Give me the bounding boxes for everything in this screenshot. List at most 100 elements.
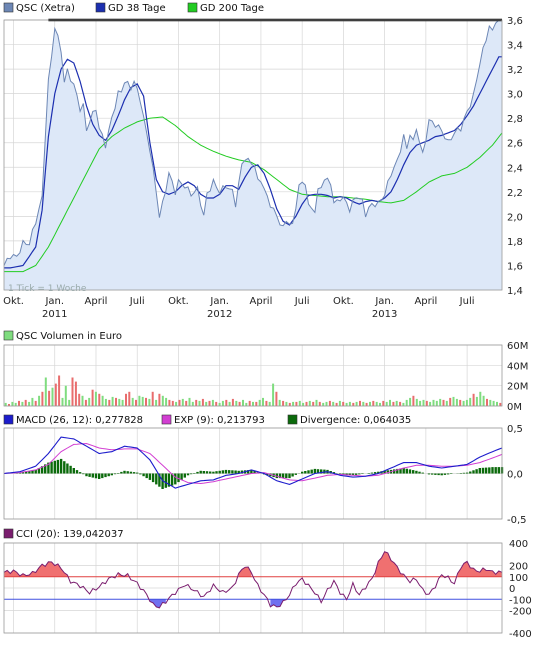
volume-bar — [162, 396, 164, 406]
price-ytick: 1,8 — [507, 237, 523, 248]
macd-ytick: -0,5 — [507, 515, 527, 526]
divergence-bar — [409, 469, 411, 473]
volume-bar — [359, 401, 361, 406]
volume-bar — [242, 400, 244, 406]
volume-bar — [45, 378, 47, 407]
volume-bar — [98, 394, 100, 406]
divergence-bar — [60, 459, 62, 474]
price-ytick: 1,6 — [507, 261, 523, 272]
divergence-bar — [460, 473, 462, 474]
price-ytick: 3,4 — [507, 41, 523, 52]
volume-bar — [232, 399, 234, 406]
divergence-bar — [466, 473, 468, 474]
price-ytick: 2,2 — [507, 188, 523, 199]
volume-bar — [456, 399, 458, 406]
divergence-bar — [111, 474, 113, 476]
price-xtick: Juli — [459, 296, 475, 307]
divergence-bar — [50, 462, 52, 474]
volume-bar — [5, 403, 7, 406]
volume-bar — [172, 401, 174, 406]
divergence-bar — [184, 474, 186, 478]
divergence-bar — [130, 472, 132, 474]
divergence-bar — [304, 471, 306, 474]
volume-bar — [292, 402, 294, 406]
divergence-bar — [82, 474, 84, 475]
price-ytick: 3,2 — [507, 65, 523, 76]
price-xtick: Juli — [294, 296, 310, 307]
divergence-bar — [92, 474, 94, 478]
divergence-bar — [180, 474, 182, 480]
volume-bar — [219, 403, 221, 406]
volume-bar — [175, 402, 177, 406]
divergence-bar — [450, 474, 452, 475]
volume-bar — [21, 402, 23, 406]
legend-label-divergence: Divergence: 0,064035 — [300, 415, 411, 426]
divergence-bar — [418, 472, 420, 474]
price-ytick: 3,6 — [507, 16, 523, 27]
volume-bar — [108, 400, 110, 406]
price-xtick: April — [85, 296, 108, 307]
volume-bar — [165, 398, 167, 406]
volume-bar — [158, 394, 160, 406]
volume-ytick: 20M — [507, 382, 528, 393]
macd-line — [4, 437, 502, 488]
volume-bar — [179, 400, 181, 406]
divergence-bar — [406, 469, 408, 474]
price-xtick: Juli — [129, 296, 145, 307]
divergence-bar — [54, 461, 56, 474]
tick-note: 1 Tick = 1 Woche — [8, 284, 87, 294]
divergence-bar — [165, 474, 167, 488]
volume-bar — [128, 392, 130, 406]
divergence-bar — [190, 474, 192, 475]
volume-bar — [105, 399, 107, 406]
volume-bar — [275, 392, 277, 406]
divergence-bar — [85, 474, 87, 477]
volume-bar — [85, 400, 87, 406]
volume-bar — [41, 392, 43, 406]
legend-label-volume: QSC Volumen in Euro — [16, 331, 122, 342]
volume-bar — [75, 382, 77, 406]
volume-bar — [439, 399, 441, 406]
volume-bar — [316, 400, 318, 406]
volume-bar — [282, 401, 284, 406]
cci-ytick: -200 — [509, 607, 532, 618]
volume-bar — [376, 402, 378, 406]
volume-bar — [155, 400, 157, 406]
divergence-bar — [463, 473, 465, 474]
divergence-bar — [69, 466, 71, 474]
volume-bar — [326, 402, 328, 406]
price-xtick: Okt. — [333, 296, 354, 307]
macd-ytick: 0,0 — [507, 470, 523, 481]
volume-bar — [88, 398, 90, 406]
volume-bar — [135, 400, 137, 406]
volume-bar — [222, 401, 224, 406]
volume-bar — [195, 400, 197, 406]
volume-bar — [52, 388, 54, 406]
divergence-bar — [469, 472, 471, 474]
volume-bar — [302, 403, 304, 406]
legend-swatch-price — [4, 3, 13, 12]
cci-ytick: 0 — [509, 584, 515, 595]
volume-bar — [255, 402, 257, 406]
volume-bar — [412, 396, 414, 406]
volume-bar — [138, 396, 140, 406]
cci-ytick: 100 — [509, 573, 528, 584]
cci-ytick: -400 — [509, 629, 532, 640]
divergence-bar — [63, 461, 65, 473]
divergence-bar — [495, 467, 497, 473]
divergence-bar — [437, 474, 439, 476]
volume-bar — [399, 402, 401, 406]
volume-bar — [72, 378, 74, 407]
volume-ytick: 60M — [507, 341, 528, 352]
divergence-bar — [231, 470, 233, 473]
price-panel: 3,63,43,23,02,82,62,42,22,01,81,61,4Okt.… — [3, 16, 523, 320]
volume-bar — [65, 386, 67, 406]
divergence-bar — [66, 464, 68, 474]
legend-label-exp: EXP (9): 0,213793 — [174, 415, 265, 426]
volume-bar — [392, 402, 394, 406]
volume-bar — [235, 401, 237, 406]
volume-bar — [369, 402, 371, 406]
divergence-bar — [149, 474, 151, 480]
volume-bar — [423, 400, 425, 406]
